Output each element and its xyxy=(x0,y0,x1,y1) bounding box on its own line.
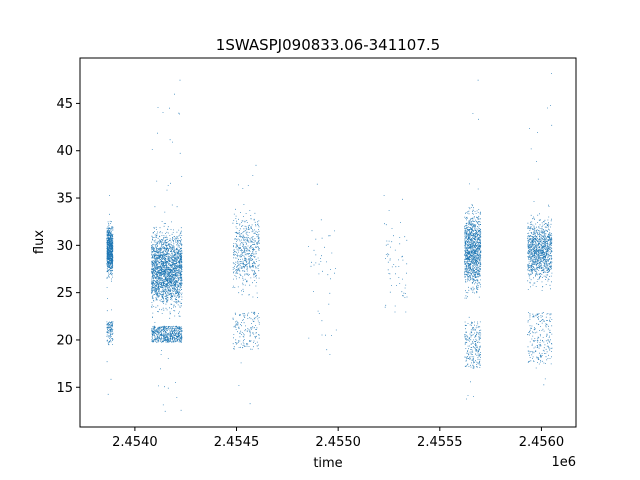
plot-area-frame xyxy=(79,57,577,428)
x-tick-label: 2.4555 xyxy=(417,435,463,450)
x-tick-label: 2.4550 xyxy=(315,435,361,450)
y-tick-label: 25 xyxy=(56,286,73,301)
y-tick-label: 30 xyxy=(56,239,73,254)
x-tick-label: 2.4545 xyxy=(214,435,260,450)
y-tick-label: 40 xyxy=(56,144,73,159)
y-tick-label: 45 xyxy=(56,97,73,112)
x-axis-ticks: 2.4540 2.4545 2.4550 2.4555 2.4560 xyxy=(112,427,564,450)
y-axis-ticks: 15 20 25 30 35 40 45 xyxy=(56,97,80,396)
x-tick-label: 2.4560 xyxy=(519,435,565,450)
chart-title: 1SWASPJ090833.06-341107.5 xyxy=(216,36,440,54)
y-tick-label: 15 xyxy=(56,381,73,396)
y-tick-label: 35 xyxy=(56,192,73,207)
x-tick-label: 2.4540 xyxy=(112,435,158,450)
x-axis-label: time xyxy=(313,456,342,471)
y-axis-label: flux xyxy=(32,230,47,254)
x-axis-offset-label: 1e6 xyxy=(551,455,576,470)
y-tick-label: 20 xyxy=(56,333,73,348)
